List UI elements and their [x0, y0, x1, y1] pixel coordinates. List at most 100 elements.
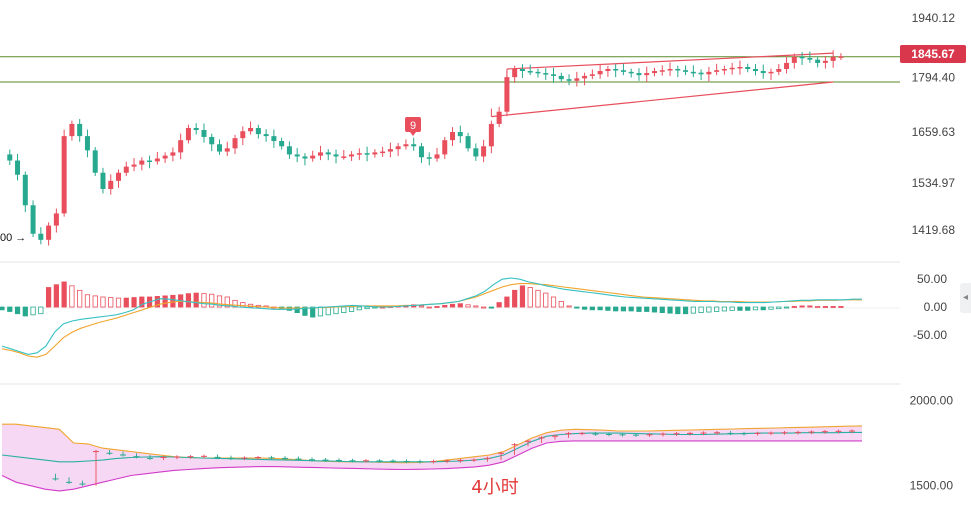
macd-tick-label: 50.00	[917, 272, 947, 286]
price-candle-body	[597, 71, 603, 75]
price-candle-body	[690, 71, 696, 74]
channel-lower-line	[491, 81, 834, 118]
price-candle-body	[7, 154, 13, 161]
macd-histogram-bar	[123, 297, 129, 308]
price-candle-body	[380, 151, 386, 154]
price-candle-body	[535, 71, 541, 74]
price-candle-body	[333, 154, 339, 157]
price-candle-body	[286, 146, 292, 155]
macd-histogram-bar	[783, 306, 790, 309]
price-candle-body	[628, 71, 634, 74]
price-candle-body	[442, 140, 448, 155]
price-candle-body	[714, 70, 720, 72]
macd-histogram-bar	[620, 306, 627, 312]
macd-histogram-bar	[760, 306, 766, 311]
macd-histogram-bar	[22, 306, 28, 317]
price-panel[interactable]: 1940.12 1794.40 1659.63 1534.97 1419.68 1845…	[0, 11, 966, 246]
price-candle-body	[248, 127, 254, 132]
price-candle-body	[123, 166, 129, 173]
price-candle-body	[426, 157, 432, 159]
macd-histogram-bar	[108, 297, 114, 308]
macd-histogram-bar	[714, 306, 720, 312]
axis-scroll-handle[interactable]: ◂	[960, 283, 971, 313]
price-candle-body	[372, 152, 378, 155]
macd-histogram-bar	[92, 295, 98, 308]
macd-histogram-bar	[185, 293, 192, 308]
macd-lines	[1, 277, 862, 358]
price-candle-body	[240, 131, 246, 139]
price-candle-body	[279, 140, 285, 147]
macd-histogram-bar	[53, 284, 59, 308]
macd-tick-label: -50.00	[913, 328, 947, 342]
macd-histogram-bar	[115, 297, 122, 308]
price-candle-body	[830, 56, 836, 61]
price-candle-body	[310, 155, 316, 159]
macd-histogram-bar	[822, 306, 828, 308]
macd-dea-line	[1, 283, 862, 358]
macd-histogram-bar	[325, 306, 331, 316]
price-candle-body	[255, 127, 261, 135]
price-candle-body	[271, 136, 277, 141]
price-candle-body	[729, 67, 735, 70]
price-candle-body	[527, 71, 533, 73]
macd-histogram-bar	[69, 285, 75, 308]
price-candle-body	[139, 160, 145, 165]
macd-histogram-bar	[628, 306, 634, 312]
price-candle-body	[116, 172, 122, 181]
macd-histogram-bar	[776, 306, 782, 310]
price-candle-body	[193, 127, 199, 131]
macd-dif-line	[1, 277, 862, 355]
price-candle-body	[263, 134, 269, 137]
macd-histogram-bar	[14, 306, 21, 315]
macd-histogram-bar	[682, 306, 689, 315]
macd-histogram-bar	[449, 303, 456, 308]
price-candle-body	[582, 75, 588, 79]
macd-histogram-bar	[209, 293, 215, 308]
price-candle-body	[636, 73, 642, 76]
price-candle-body	[799, 56, 805, 59]
price-candle-body	[108, 180, 114, 189]
price-candle-body	[737, 66, 743, 69]
price-candle-body	[481, 146, 487, 157]
price-candle-body	[652, 71, 657, 74]
macd-histogram-bar	[830, 306, 836, 308]
macd-histogram-bar	[100, 296, 106, 308]
price-candle-body	[434, 154, 440, 159]
price-candle-body	[807, 58, 813, 60]
macd-histogram-bar	[139, 296, 145, 308]
price-candle-body	[784, 62, 790, 70]
price-candle-body	[100, 172, 106, 189]
macd-histogram-bar	[61, 281, 67, 308]
macd-panel[interactable]: 50.00 0.00 -50.00	[0, 272, 947, 358]
macd-axis-ticks: 50.00 0.00 -50.00	[913, 272, 947, 342]
macd-histogram-bar	[154, 296, 160, 308]
price-candle-body	[815, 59, 821, 63]
price-candle-body	[395, 146, 401, 150]
bollinger-tick-label: 1500.00	[910, 479, 954, 493]
price-tick-label: 1534.97	[912, 176, 956, 190]
macd-histogram-bar	[644, 306, 650, 312]
price-candle-body	[659, 70, 665, 72]
td-count-label: 9	[410, 120, 416, 132]
price-candle-body	[418, 146, 424, 158]
macd-histogram-bar	[341, 306, 347, 314]
price-candle-body	[791, 56, 797, 63]
macd-histogram-bar	[527, 287, 533, 308]
price-candle-body	[38, 233, 44, 240]
price-candle-body	[349, 154, 355, 157]
price-candle-body	[224, 148, 230, 152]
price-candle-body	[356, 153, 362, 155]
price-candle-body	[232, 138, 238, 149]
price-candle-body	[92, 150, 98, 173]
macd-histogram-bar	[294, 306, 300, 314]
macd-histogram-bar	[745, 306, 751, 311]
price-tick-label: 1659.63	[912, 125, 956, 139]
td-count-marker: 9	[405, 117, 421, 136]
macd-histogram-bar	[597, 306, 603, 311]
price-candle-body	[170, 152, 176, 156]
price-candle-body	[551, 74, 557, 76]
price-candle-body	[317, 152, 323, 156]
macd-histogram-bar	[504, 296, 510, 308]
bollinger-panel[interactable]: 2000.00 1500.00 4小时	[1, 393, 954, 498]
